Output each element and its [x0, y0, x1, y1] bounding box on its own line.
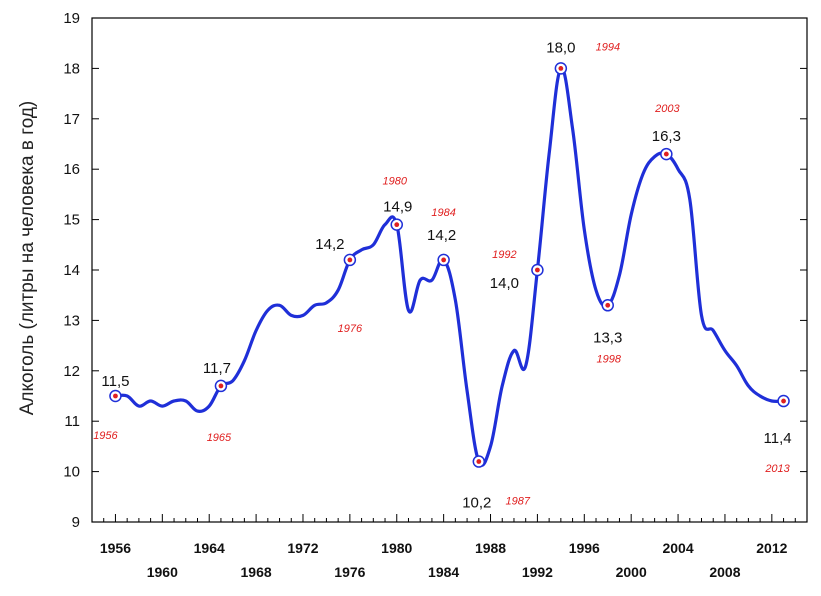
x-tick-label-top: 1956	[100, 540, 131, 556]
y-tick-label: 11	[64, 413, 80, 430]
value-label: 18,0	[546, 39, 575, 56]
year-label: 1998	[596, 353, 621, 365]
year-label: 2003	[654, 103, 680, 115]
x-tick-label-top: 2004	[662, 540, 693, 556]
value-label: 13,3	[593, 329, 622, 346]
value-label: 11,7	[203, 360, 231, 377]
x-tick-label-bottom: 1976	[334, 564, 365, 580]
y-axis-label: Алкоголь (литры на человека в год)	[17, 101, 38, 416]
x-tick-label-top: 1988	[475, 540, 506, 556]
year-label: 1956	[93, 430, 118, 442]
year-label: 1965	[207, 432, 232, 444]
x-tick-label-bottom: 1960	[147, 564, 178, 580]
x-tick-label-bottom: 1992	[522, 564, 553, 580]
highlight-point-dot	[605, 302, 611, 308]
value-label: 14,0	[490, 275, 519, 292]
highlight-point-dot	[441, 257, 447, 263]
year-label: 1987	[506, 496, 531, 508]
year-label: 2013	[764, 463, 790, 475]
y-tick-label: 15	[63, 212, 80, 229]
value-label: 10,2	[462, 495, 491, 512]
highlight-point-dot	[394, 222, 400, 228]
value-label: 14,2	[427, 227, 456, 244]
y-tick-label: 16	[63, 161, 80, 178]
year-label: 1984	[431, 207, 455, 219]
year-label: 1994	[596, 41, 620, 53]
year-label: 1992	[492, 249, 516, 261]
highlight-point-dot	[113, 393, 118, 399]
value-label: 14,9	[383, 199, 412, 216]
highlighted-points: 11,5 1956 11,7 1965 14,2 1976 14,9 1980 14,2 1984…	[93, 39, 791, 511]
x-tick-label-top: 1964	[194, 540, 225, 556]
y-tick-label: 14	[63, 262, 80, 279]
value-label: 16,3	[652, 128, 681, 145]
x-tick-label-bottom: 2008	[709, 564, 740, 580]
highlight-point-dot	[558, 66, 564, 71]
year-label: 1980	[383, 176, 408, 188]
x-axis: 1956 1964 1972 1980 1988 1996 2004 2012 1960 1968…	[100, 514, 808, 580]
x-tick-label-bottom: 1968	[241, 564, 272, 580]
x-tick-label-top: 2012	[756, 540, 787, 556]
highlight-point-dot	[476, 459, 482, 464]
y-axis: 9 10 11 12 13 14 15 16 17 18 19	[63, 10, 807, 531]
x-tick-label-bottom: 1984	[428, 564, 459, 580]
x-tick-label-top: 1972	[287, 540, 318, 556]
value-label: 11,5	[101, 373, 129, 390]
x-tick-label-bottom: 2000	[616, 564, 647, 580]
value-label: 14,2	[315, 236, 344, 253]
highlight-point-dot	[347, 257, 353, 263]
highlight-point-dot	[218, 383, 224, 389]
y-tick-label: 18	[63, 60, 80, 77]
highlight-point-dot	[535, 267, 540, 273]
x-tick-label-top: 1980	[381, 540, 412, 556]
x-tick-label-top: 1996	[569, 540, 600, 556]
y-tick-label: 9	[72, 514, 80, 531]
y-tick-label: 10	[63, 464, 80, 481]
year-label: 1976	[338, 323, 363, 335]
y-tick-label: 12	[63, 363, 80, 380]
y-tick-label: 17	[63, 111, 80, 128]
y-tick-label: 13	[63, 312, 80, 329]
series-line-alcohol	[113, 66, 786, 467]
highlight-point-dot	[663, 151, 669, 157]
y-tick-label: 19	[63, 10, 80, 27]
value-label: 11,4	[764, 430, 792, 447]
highlight-point-dot	[781, 398, 786, 404]
